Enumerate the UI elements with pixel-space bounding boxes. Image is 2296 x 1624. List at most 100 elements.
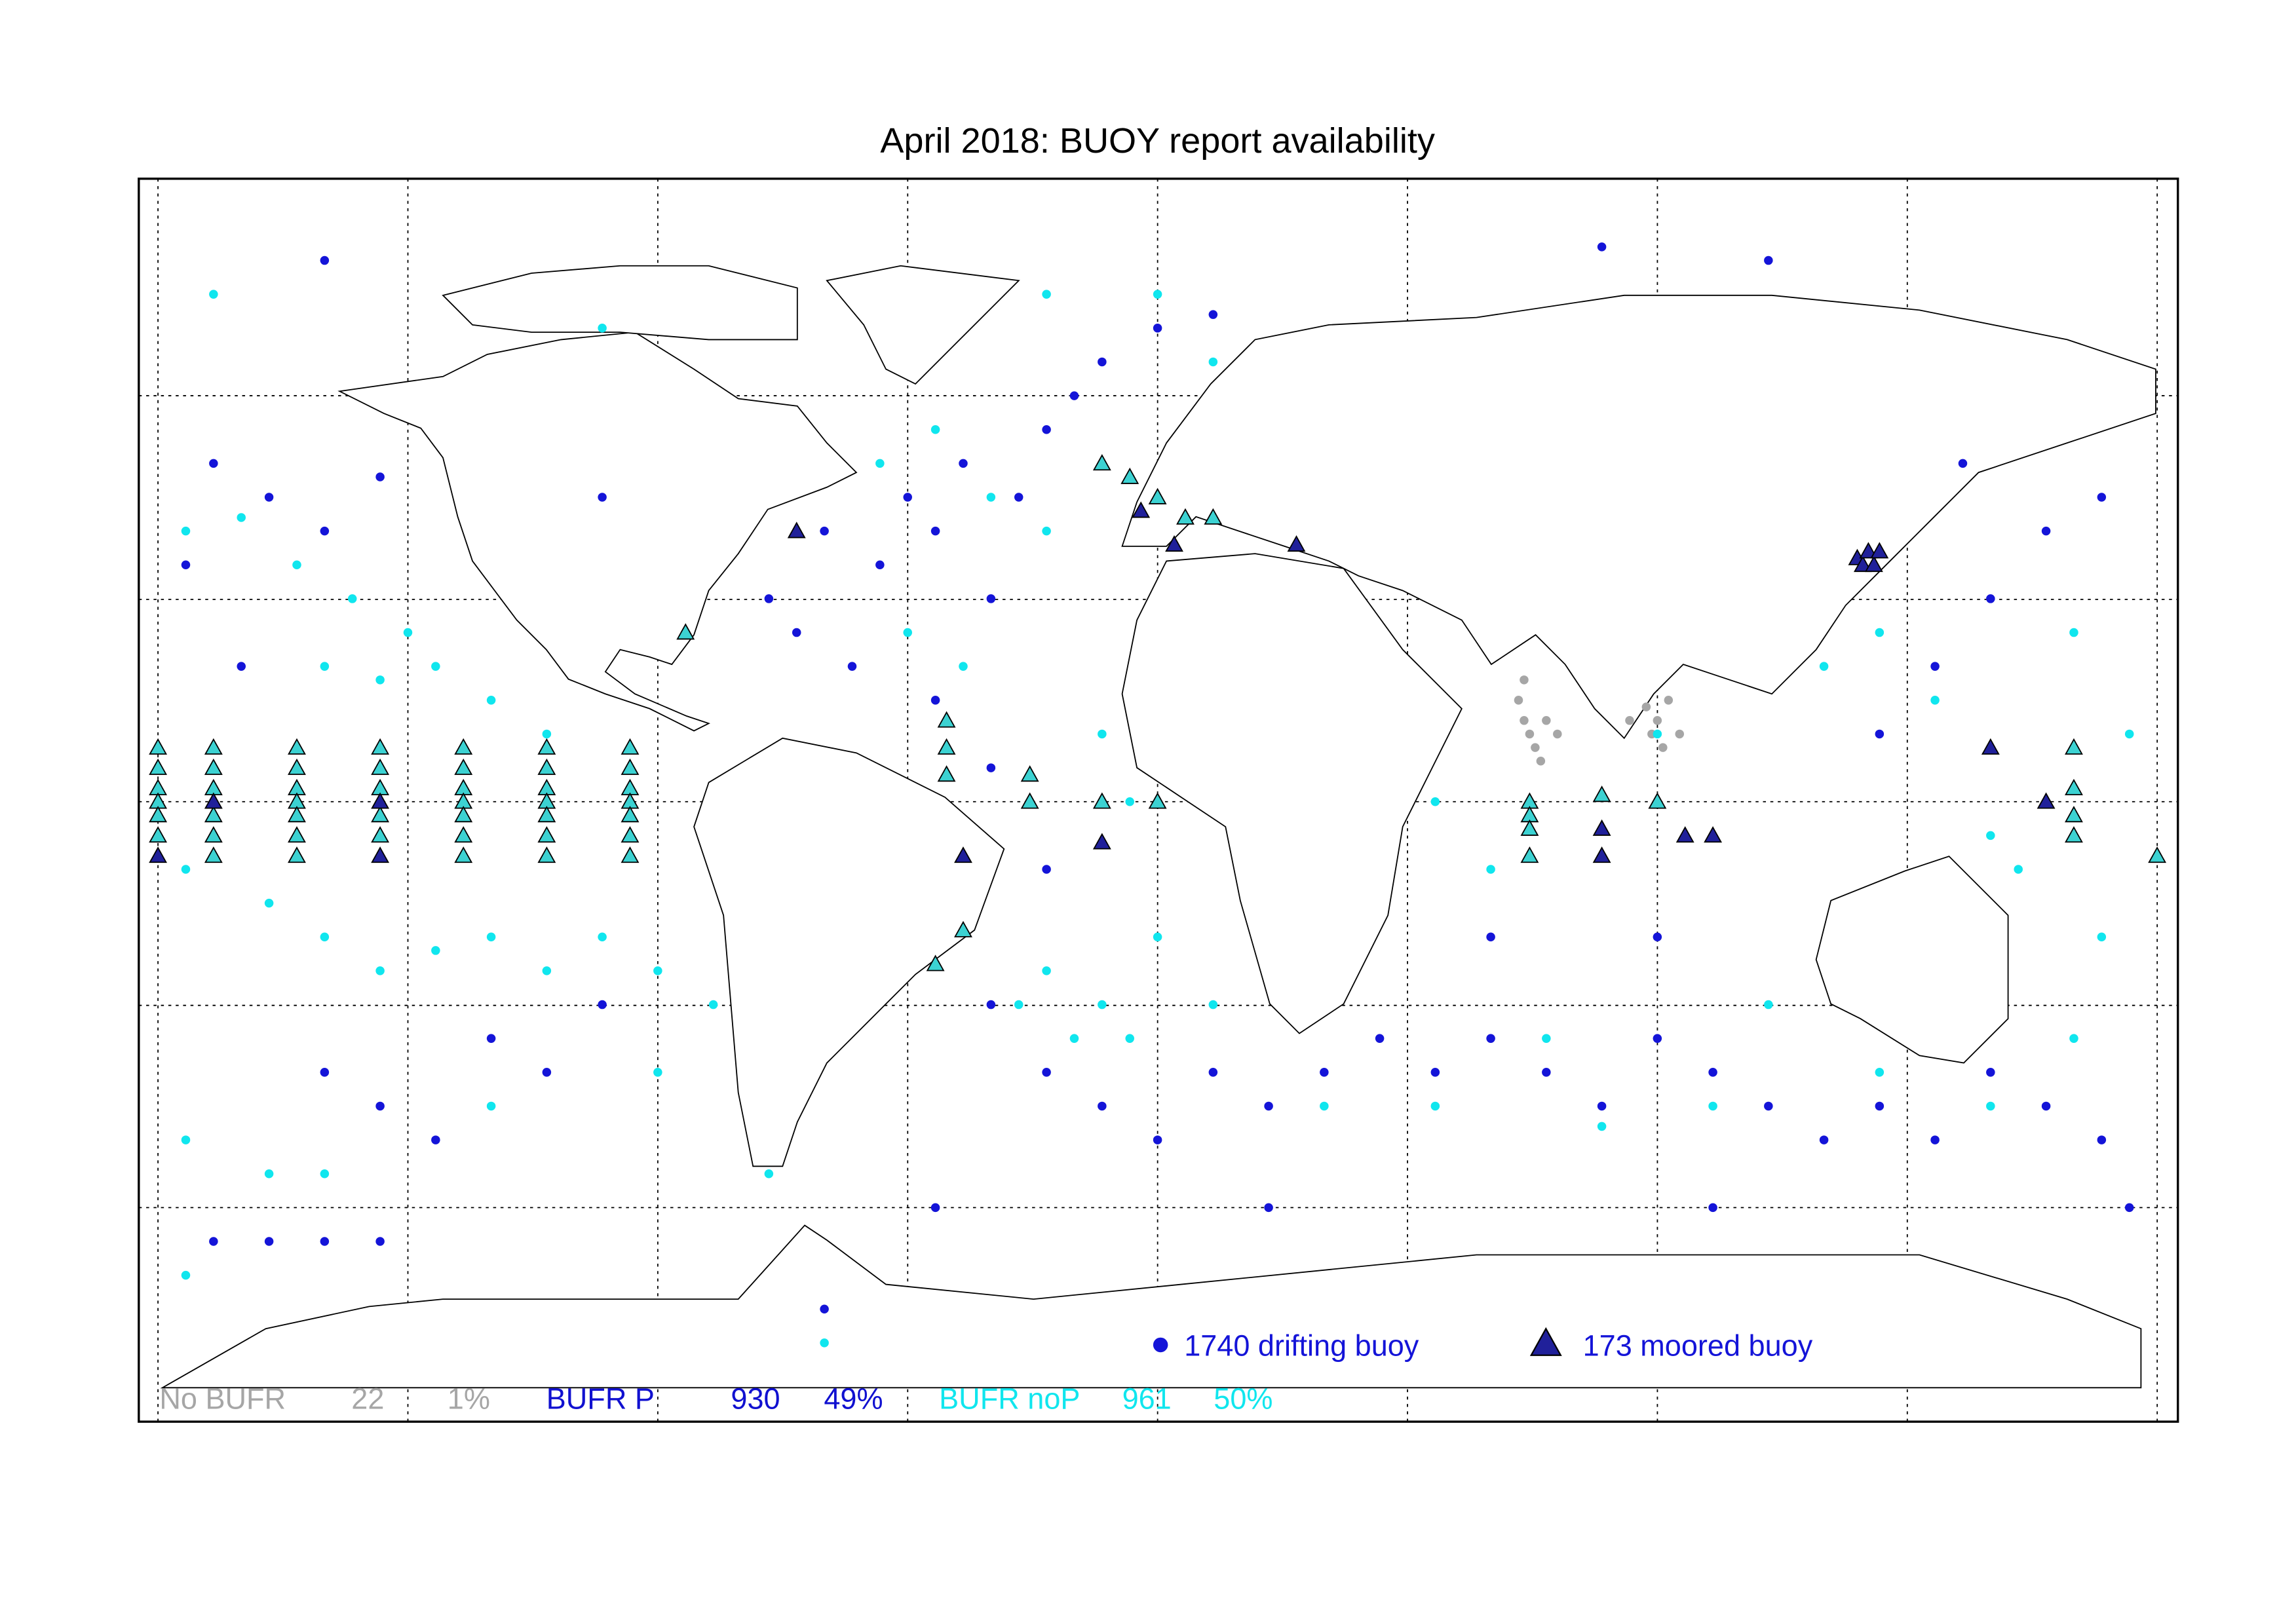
drifting-buoy xyxy=(1764,1000,1773,1010)
moored-buoy xyxy=(621,846,640,863)
drifting-buoy xyxy=(1208,1000,1218,1010)
moored-buoy xyxy=(288,738,306,755)
drifting-buoy xyxy=(2097,932,2107,942)
moored-buoy xyxy=(149,806,168,823)
drifting-buoy xyxy=(1764,1101,1773,1111)
drifting-buoy xyxy=(1653,1034,1662,1043)
drifting-buoy xyxy=(764,1169,774,1179)
drifting-buoy xyxy=(1069,391,1079,400)
drifting-buoy xyxy=(1430,797,1440,806)
stat-label: No BUFR xyxy=(159,1382,286,1416)
stat-percent: 50% xyxy=(1214,1382,1272,1416)
drifting-buoy xyxy=(375,675,385,685)
stat-count: 961 xyxy=(1122,1382,1172,1416)
drifting-buoy xyxy=(986,763,996,772)
legend-label: 1740 drifting buoy xyxy=(1184,1329,1419,1362)
drifting-buoy xyxy=(1764,255,1773,265)
moored-buoy xyxy=(454,826,473,843)
drifting-buoy xyxy=(1514,696,1523,705)
drifting-buoy xyxy=(1675,729,1685,739)
drifting-buoy xyxy=(1542,1034,1551,1043)
moored-buoy xyxy=(621,806,640,823)
australia xyxy=(1815,856,2009,1064)
drifting-buoy xyxy=(1653,932,1662,942)
drifting-buoy xyxy=(181,560,191,570)
legend-triangle xyxy=(1529,1327,1562,1356)
moored-buoy xyxy=(1148,792,1167,809)
drifting-buoy xyxy=(209,290,218,299)
moored-buoy xyxy=(537,738,556,755)
africa xyxy=(1121,553,1463,1034)
moored-buoy xyxy=(454,846,473,863)
moored-buoy xyxy=(1704,826,1723,843)
legend-dot xyxy=(1153,1337,1168,1353)
drifting-buoy xyxy=(1875,1101,1885,1111)
moored-buoy xyxy=(1648,792,1667,809)
stat-percent: 49% xyxy=(824,1382,883,1416)
eurasia xyxy=(1121,294,2156,740)
drifting-buoy xyxy=(2069,1034,2078,1043)
drifting-buoy xyxy=(1597,1101,1607,1111)
moored-buoy xyxy=(371,792,390,809)
drifting-buoy xyxy=(375,472,385,482)
drifting-buoy xyxy=(181,865,191,874)
drifting-buoy xyxy=(1536,757,1546,766)
moored-buoy xyxy=(288,846,306,863)
drifting-buoy xyxy=(264,1169,274,1179)
drifting-buoy xyxy=(2097,493,2107,502)
drifting-buoy xyxy=(1125,1034,1134,1043)
drifting-buoy xyxy=(1042,865,1051,874)
moored-buoy xyxy=(371,826,390,843)
drifting-buoy xyxy=(959,459,968,468)
drifting-buoy xyxy=(1597,242,1607,252)
drifting-buoy xyxy=(486,932,496,942)
drifting-buoy xyxy=(320,255,330,265)
drifting-buoy xyxy=(486,1101,496,1111)
drifting-buoy xyxy=(708,1000,718,1010)
drifting-buoy xyxy=(1320,1068,1329,1077)
drifting-buoy xyxy=(1625,716,1634,725)
moored-buoy xyxy=(288,826,306,843)
drifting-buoy xyxy=(209,459,218,468)
drifting-buoy xyxy=(237,662,246,671)
drifting-buoy xyxy=(264,898,274,908)
moored-buoy xyxy=(537,758,556,775)
drifting-buoy xyxy=(764,594,774,603)
moored-buoy xyxy=(149,738,168,755)
drifting-buoy xyxy=(375,1237,385,1246)
drifting-buoy xyxy=(320,526,330,536)
drifting-buoy xyxy=(820,1338,829,1348)
drifting-buoy xyxy=(2124,1203,2134,1213)
drifting-buoy xyxy=(1653,729,1662,739)
drifting-buoy xyxy=(1930,662,1940,671)
north-america xyxy=(337,331,858,732)
moored-buoy xyxy=(371,738,390,755)
moored-buoy xyxy=(1092,454,1111,471)
drifting-buoy xyxy=(1520,716,1529,725)
moored-buoy xyxy=(787,521,806,538)
moored-buoy xyxy=(1020,792,1039,809)
moored-buoy xyxy=(371,806,390,823)
drifting-buoy xyxy=(320,1068,330,1077)
moored-buoy xyxy=(2065,806,2083,823)
drifting-buoy xyxy=(181,1270,191,1280)
moored-buoy xyxy=(1853,556,1872,573)
stat-label: BUFR P xyxy=(546,1382,655,1416)
moored-buoy xyxy=(204,792,223,809)
drifting-buoy xyxy=(2069,628,2078,637)
moored-buoy xyxy=(1592,785,1611,803)
drifting-buoy xyxy=(986,594,996,603)
drifting-buoy xyxy=(486,696,496,705)
drifting-buoy xyxy=(375,966,385,975)
drifting-buoy xyxy=(875,459,885,468)
drifting-buoy xyxy=(1658,743,1668,752)
drifting-buoy xyxy=(1042,425,1051,434)
moored-buoy xyxy=(1287,535,1306,552)
drifting-buoy xyxy=(1264,1203,1273,1213)
stat-count: 22 xyxy=(351,1382,384,1416)
drifting-buoy xyxy=(792,628,801,637)
drifting-buoy xyxy=(2097,1135,2107,1144)
drifting-buoy xyxy=(1875,1068,1885,1077)
drifting-buoy xyxy=(820,1304,829,1314)
drifting-buoy xyxy=(292,560,301,570)
